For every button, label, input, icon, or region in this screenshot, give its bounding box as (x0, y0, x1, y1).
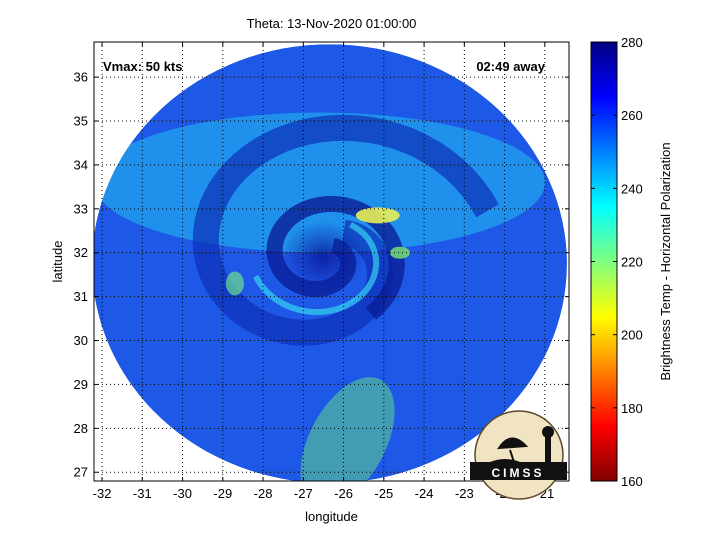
x-axis-label: longitude (305, 509, 358, 524)
logo-tower-icon (545, 437, 551, 463)
colorbar (590, 41, 618, 482)
x-tick-label-4: -28 (254, 486, 273, 501)
x-tick-label-7: -25 (374, 486, 393, 501)
y-tick-label-8: 35 (74, 114, 88, 129)
time-away-annotation: 02:49 away (476, 59, 545, 74)
y-tick-label-2: 29 (74, 377, 88, 392)
logo-text: CIMSS (491, 466, 544, 480)
cbar-tick-label-6: 280 (621, 35, 643, 50)
colorbar-label: Brightness Temp - Horizontal Polarizatio… (658, 142, 673, 380)
x-tick-label-0: -32 (93, 486, 112, 501)
y-tick-label-7: 34 (74, 157, 88, 172)
y-tick-label-4: 31 (74, 289, 88, 304)
x-tick-label-8: -24 (415, 486, 434, 501)
axes-frame (93, 41, 570, 482)
cimss-logo: CIMSS (470, 410, 567, 500)
y-tick-label-0: 27 (74, 465, 88, 480)
logo-dome-icon (542, 426, 554, 438)
cbar-tick-label-2: 200 (621, 328, 643, 343)
swath-warm-band (300, 377, 395, 481)
convection-green-west (225, 271, 244, 296)
x-axis-ticks: -32-31-30-29-28-27-26-25-24-23-22-21 (93, 42, 554, 501)
chart-title: Theta: 13-Nov-2020 01:00:00 (247, 16, 417, 31)
x-tick-label-9: -23 (455, 486, 474, 501)
y-tick-label-3: 30 (74, 333, 88, 348)
y-tick-label-1: 28 (74, 421, 88, 436)
x-tick-label-5: -27 (294, 486, 313, 501)
logo-base-bar (470, 459, 567, 480)
storm-eye (281, 221, 366, 294)
cbar-tick-label-0: 160 (621, 474, 643, 489)
brightness-swath (94, 44, 567, 481)
x-tick-label-6: -26 (334, 486, 353, 501)
y-tick-label-5: 32 (74, 245, 88, 260)
cbar-tick-label-1: 180 (621, 401, 643, 416)
convection-yellow (355, 207, 400, 224)
cbar-tick-label-4: 240 (621, 181, 643, 196)
colorbar-ticks: 160 180 200 220 240 260 280 (591, 35, 643, 489)
vmax-annotation: Vmax: 50 kts (103, 59, 183, 74)
y-tick-label-9: 36 (74, 70, 88, 85)
cbar-tick-label-3: 220 (621, 255, 643, 270)
y-axis-ticks: 27 28 29 30 31 32 33 34 35 36 (74, 70, 569, 480)
x-tick-label-1: -31 (133, 486, 152, 501)
spiral-band-outer (192, 114, 499, 346)
rainband-cyan (253, 222, 380, 316)
convection-green (389, 246, 410, 259)
y-tick-label-6: 33 (74, 201, 88, 216)
x-tick-label-3: -29 (213, 486, 232, 501)
cbar-tick-label-5: 260 (621, 108, 643, 123)
x-tick-label-2: -30 (173, 486, 192, 501)
y-axis-label: latitude (50, 241, 65, 283)
